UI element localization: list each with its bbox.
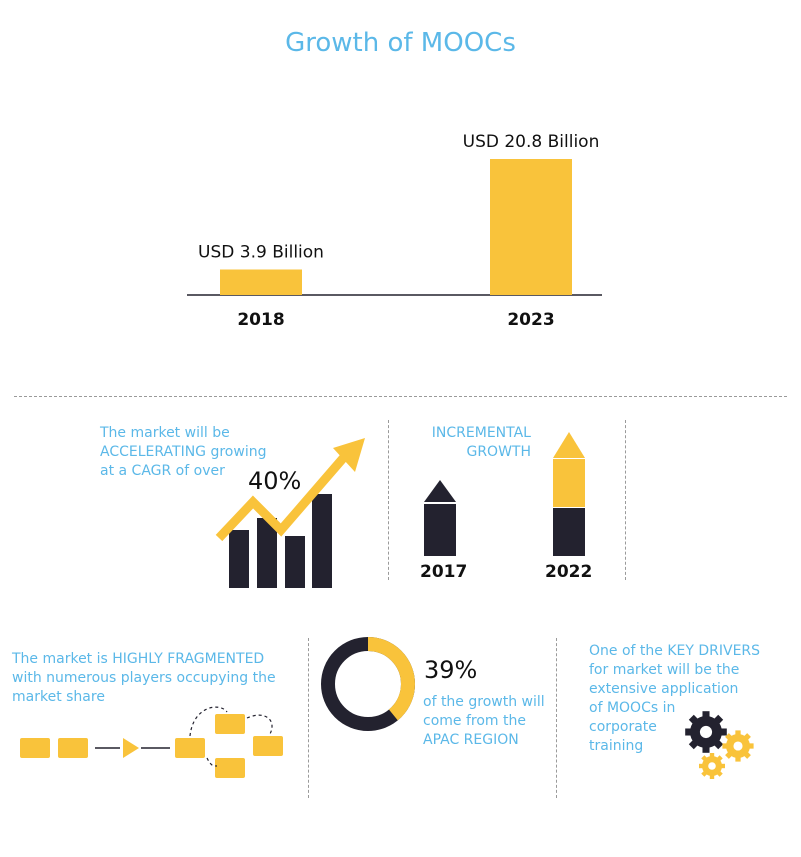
- apac-value: 39%: [424, 656, 478, 684]
- cagr-value: 40%: [248, 467, 302, 495]
- column-divider: [556, 638, 557, 798]
- donut-segment: [321, 637, 415, 731]
- apac-line: come from the: [423, 713, 526, 729]
- fragmented-text: The market is HIGHLY FRAGMENTED with num…: [12, 650, 276, 707]
- apac-line: APAC REGION: [423, 732, 519, 748]
- pencil-icon: [553, 432, 585, 556]
- bar-2023: [490, 159, 572, 295]
- drivers-line: One of the KEY DRIVERS: [589, 643, 761, 659]
- data-label: USD 3.9 Billion: [198, 243, 324, 263]
- bar-2018: [220, 269, 302, 295]
- donut-icon: [321, 637, 415, 731]
- gear-dark: [685, 711, 727, 753]
- bar-chart: USD 3.9 Billion 2018 USD 20.8 Billion 2023: [187, 132, 602, 330]
- cagr-text: The market will be ACCELERATING growing …: [100, 424, 266, 481]
- drivers-line: corporate: [589, 719, 657, 735]
- trend-arrow-icon: [215, 438, 365, 588]
- column-divider: [625, 420, 626, 580]
- gear-yellow: [699, 753, 725, 779]
- year-label-2017: 2017: [420, 562, 468, 582]
- incremental-line: INCREMENTAL: [431, 425, 531, 441]
- apac-text: of the growth will come from the APAC RE…: [423, 693, 545, 750]
- drivers-line: for market will be the: [589, 662, 740, 678]
- year-label-2022: 2022: [545, 562, 593, 582]
- cagr-line: The market will be: [100, 425, 230, 441]
- drivers-line: extensive application: [589, 681, 739, 697]
- incremental-label: INCREMENTAL GROWTH: [400, 424, 531, 462]
- x-tick-label: 2018: [237, 310, 284, 330]
- drivers-line: training: [589, 738, 644, 754]
- cagr-line: ACCELERATING growing: [100, 444, 267, 460]
- fragmented-line: with numerous players occupying the: [12, 670, 276, 686]
- stack-icon: [20, 706, 283, 778]
- gear-yellow: [722, 730, 754, 762]
- incremental-line: GROWTH: [466, 444, 531, 460]
- gears-icon: [685, 711, 754, 779]
- column-divider: [388, 420, 389, 580]
- pencil-icon: [424, 480, 456, 556]
- fragmented-line: market share: [12, 689, 105, 705]
- x-tick-label: 2023: [507, 310, 554, 330]
- drivers-text: One of the KEY DRIVERS for market will b…: [589, 642, 760, 756]
- drivers-line: of MOOCs in: [589, 700, 676, 716]
- page-title: Growth of MOOCs: [285, 28, 516, 58]
- data-label: USD 20.8 Billion: [463, 132, 600, 152]
- cagr-line: at a CAGR of over: [100, 463, 225, 479]
- apac-line: of the growth will: [423, 694, 545, 710]
- column-divider: [308, 638, 309, 798]
- fragmented-line: The market is HIGHLY FRAGMENTED: [12, 651, 265, 667]
- section-divider: [14, 396, 787, 397]
